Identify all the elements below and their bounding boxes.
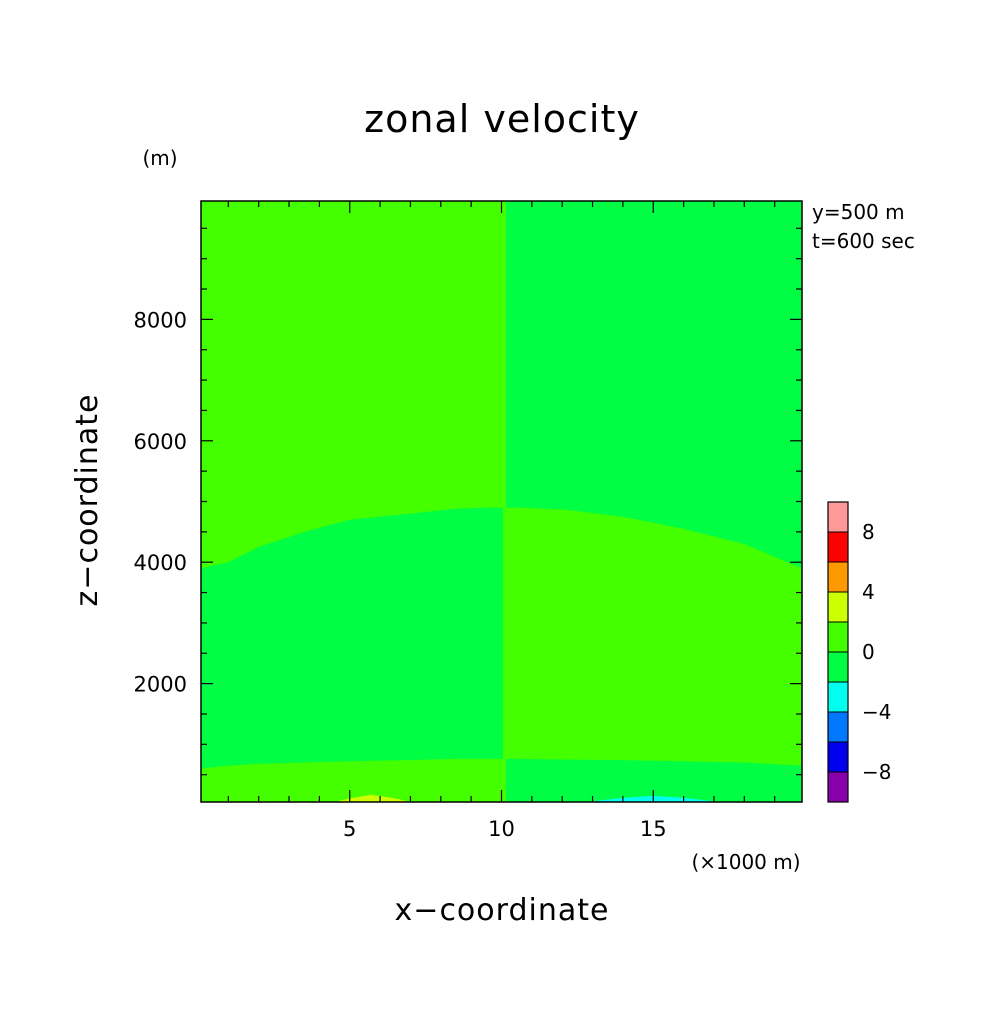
colorbar-label: −8: [862, 760, 891, 784]
colorbar-label: 4: [862, 580, 875, 604]
y-tick-label: 8000: [134, 308, 187, 332]
colorbar-label: 0: [862, 640, 875, 664]
colorbar-swatch: [827, 501, 849, 533]
x-axis-label: x−coordinate: [395, 893, 610, 928]
x-tick-label: 10: [488, 817, 515, 841]
colorbar-swatch: [827, 681, 849, 713]
colorbar-swatch: [827, 771, 849, 803]
colorbar-swatch: [827, 591, 849, 623]
colorbar-swatch: [827, 621, 849, 653]
colorbar-swatch: [827, 561, 849, 593]
colorbar-label: 8: [862, 520, 875, 544]
annotation-y-location: y=500 m: [812, 200, 905, 224]
annotation-time: t=600 sec: [812, 229, 915, 253]
y-tick-label: 4000: [134, 551, 187, 575]
contour-region-2: [506, 758, 802, 802]
x-tick-label: 5: [343, 817, 356, 841]
contour-region-0: [201, 507, 503, 769]
colorbar-swatch: [827, 651, 849, 683]
colorbar-swatch: [827, 531, 849, 563]
colorbar-swatch: [827, 741, 849, 773]
y-axis-label: z−coordinate: [70, 394, 105, 607]
colorbar-frame: [827, 501, 849, 803]
colorbar-label: −4: [862, 700, 891, 724]
contour-region-3: [334, 794, 411, 802]
x-tick-label: 15: [640, 817, 667, 841]
x-axis-unit: (×1000 m): [691, 850, 800, 874]
chart-title: zonal velocity: [364, 97, 640, 141]
y-tick-label: 6000: [134, 430, 187, 454]
colorbar-swatch: [827, 711, 849, 743]
y-tick-label: 2000: [134, 673, 187, 697]
y-axis-unit: (m): [142, 146, 177, 170]
contour-region-1: [506, 201, 802, 569]
